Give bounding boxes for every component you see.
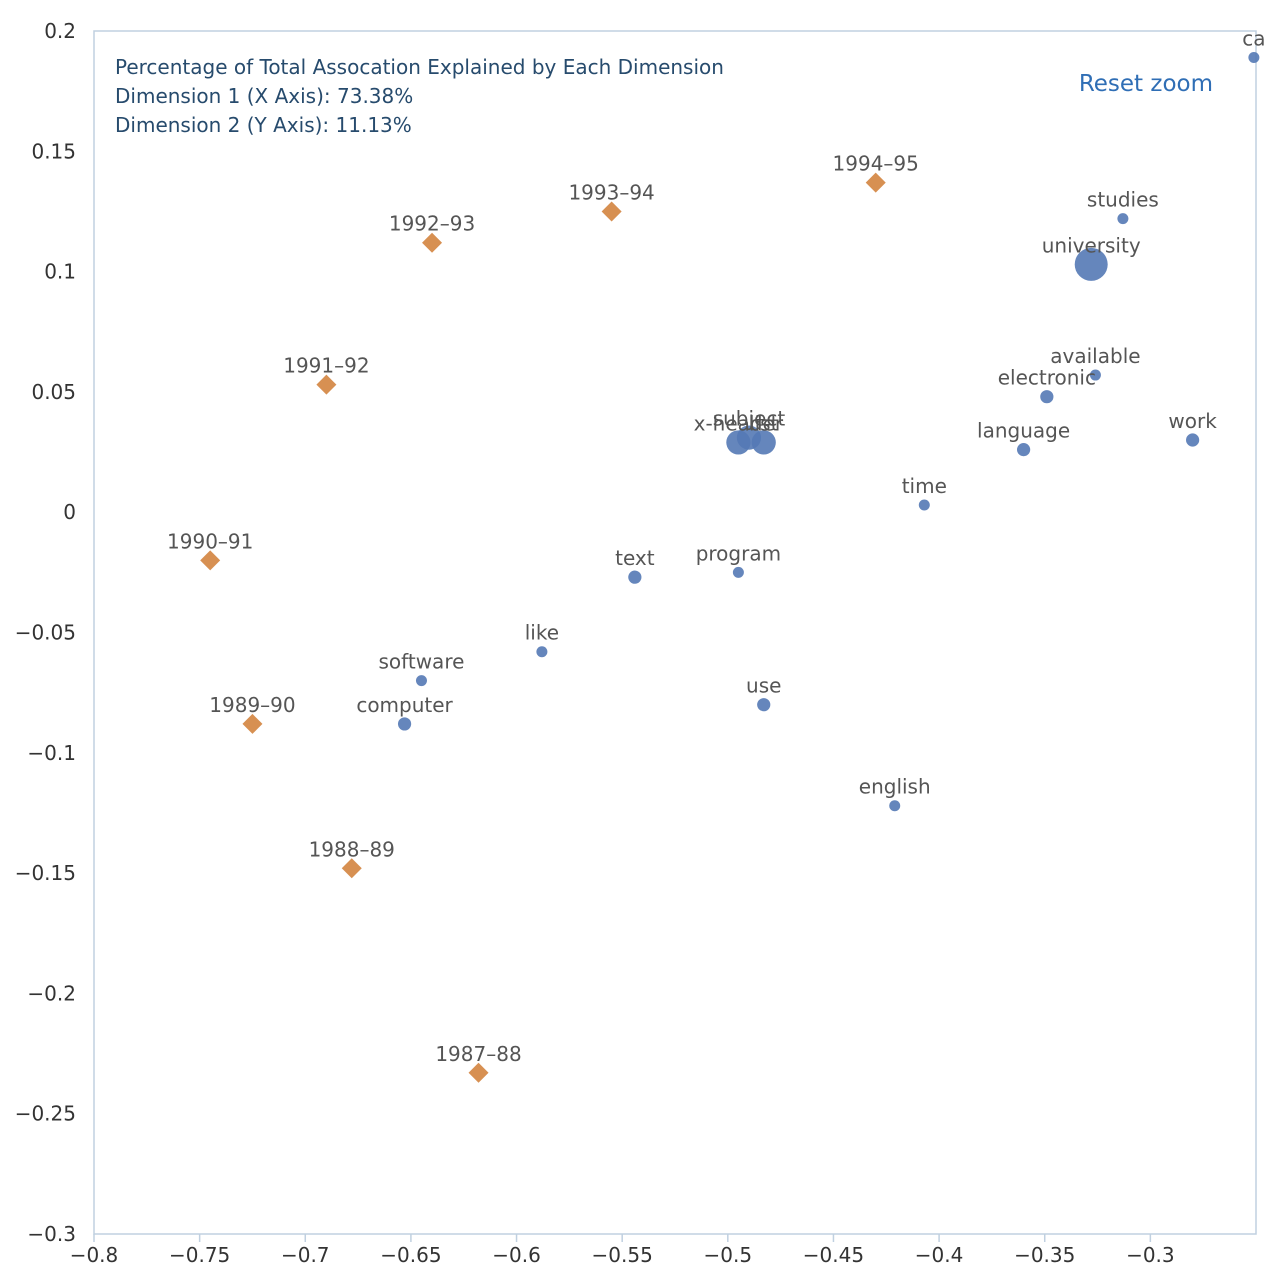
point-label: available xyxy=(1050,344,1140,368)
point-label: 1990–91 xyxy=(167,529,253,553)
y-tick-label: 0.1 xyxy=(44,260,76,284)
x-tick-label: −0.7 xyxy=(281,1243,330,1267)
point-label: electronic xyxy=(998,366,1096,390)
data-points xyxy=(200,51,1260,1083)
point-label: x-header xyxy=(694,411,784,435)
x-tick-label: −0.5 xyxy=(704,1243,753,1267)
point-label: 1988–89 xyxy=(309,837,395,861)
term-point[interactable] xyxy=(1248,51,1260,63)
term-point[interactable] xyxy=(726,430,751,455)
y-tick-label: −0.2 xyxy=(27,981,76,1005)
x-tick-label: −0.45 xyxy=(803,1243,864,1267)
reset-zoom-button[interactable]: Reset zoom xyxy=(1079,71,1213,97)
point-label: work xyxy=(1168,409,1217,433)
term-point[interactable] xyxy=(732,566,744,578)
tick-labels: −0.8 −0.75 −0.7 −0.65 −0.6 −0.55 −0.5 −0.45 −0.4… xyxy=(15,19,1175,1267)
y-tick-label: 0.15 xyxy=(31,139,76,163)
info-line-2: Dimension 1 (X Axis): 73.38% xyxy=(115,84,413,108)
period-point[interactable] xyxy=(865,172,886,193)
point-label: 1989–90 xyxy=(209,693,295,717)
point-label: list xyxy=(749,411,779,435)
point-label: software xyxy=(379,650,465,674)
info-box: Percentage of Total Assocation Explained… xyxy=(115,55,724,137)
x-tick-label: −0.8 xyxy=(70,1243,119,1267)
term-point[interactable] xyxy=(536,646,548,658)
y-tick-label: −0.15 xyxy=(15,861,76,885)
term-point[interactable] xyxy=(1040,390,1054,404)
period-point[interactable] xyxy=(601,201,622,222)
y-tick-label: 0.05 xyxy=(31,380,76,404)
term-point[interactable] xyxy=(628,570,642,584)
term-point[interactable] xyxy=(1117,213,1129,225)
y-tick-label: −0.25 xyxy=(15,1102,76,1126)
point-label: ca xyxy=(1242,26,1265,50)
y-tick-label: −0.3 xyxy=(27,1222,76,1246)
x-tick-label: −0.3 xyxy=(1126,1243,1175,1267)
point-label: program xyxy=(696,541,781,565)
axes xyxy=(93,30,1257,1235)
info-line-1: Percentage of Total Assocation Explained… xyxy=(115,55,724,79)
point-label: 1991–92 xyxy=(283,354,369,378)
x-tick-label: −0.55 xyxy=(592,1243,653,1267)
period-point[interactable] xyxy=(200,550,221,571)
point-label: time xyxy=(902,474,947,498)
point-label: english xyxy=(859,775,931,799)
term-point[interactable] xyxy=(1017,443,1031,457)
y-tick-label: 0.2 xyxy=(44,19,76,43)
point-label: 1993–94 xyxy=(568,180,654,204)
point-label: text xyxy=(615,546,655,570)
term-point[interactable] xyxy=(397,717,412,731)
x-tick-label: −0.35 xyxy=(1014,1243,1075,1267)
term-point[interactable] xyxy=(1186,433,1200,447)
term-point[interactable] xyxy=(1074,247,1108,281)
point-label: use xyxy=(746,674,781,698)
term-point[interactable] xyxy=(1089,369,1101,381)
period-point[interactable] xyxy=(242,713,263,734)
point-label: language xyxy=(977,419,1070,443)
x-tick-label: −0.65 xyxy=(380,1243,441,1267)
y-tick-label: −0.1 xyxy=(27,741,76,765)
period-point[interactable] xyxy=(316,374,337,395)
point-label: studies xyxy=(1087,188,1159,212)
term-point[interactable] xyxy=(757,698,771,712)
point-label: 1994–95 xyxy=(833,152,919,176)
period-point[interactable] xyxy=(468,1062,489,1083)
point-label: university xyxy=(1042,233,1141,257)
info-line-3: Dimension 2 (Y Axis): 11.13% xyxy=(115,113,412,137)
term-point[interactable] xyxy=(918,499,930,511)
x-tick-label: −0.75 xyxy=(169,1243,230,1267)
x-tick-label: −0.4 xyxy=(915,1243,964,1267)
point-label: 1987–88 xyxy=(435,1042,521,1066)
y-tick-label: −0.05 xyxy=(15,621,76,645)
point-label: subject xyxy=(713,407,786,431)
term-point[interactable] xyxy=(751,430,776,455)
x-tick-label: −0.6 xyxy=(492,1243,541,1267)
period-point[interactable] xyxy=(422,232,443,253)
point-label: like xyxy=(525,621,559,645)
period-point[interactable] xyxy=(341,858,362,879)
y-tick-label: 0 xyxy=(63,500,76,524)
term-point[interactable] xyxy=(415,675,427,687)
plot-frame xyxy=(93,30,1257,1235)
point-label: 1992–93 xyxy=(389,212,475,236)
term-point[interactable] xyxy=(889,800,901,812)
point-label: computer xyxy=(356,693,453,717)
